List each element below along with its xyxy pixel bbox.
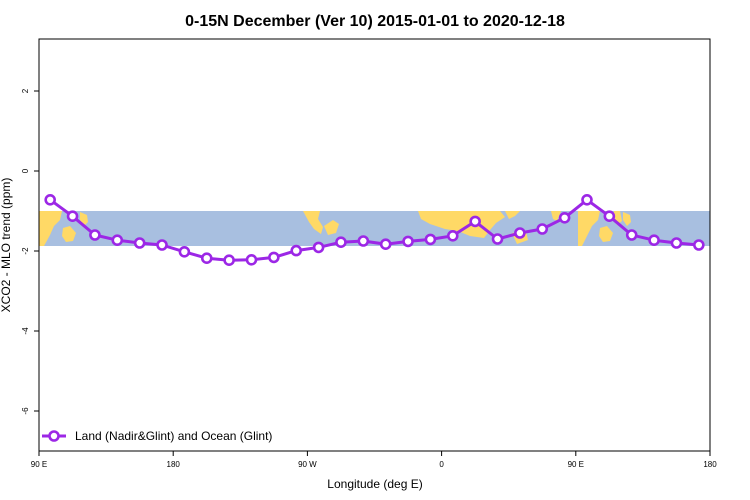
data-point xyxy=(111,234,124,246)
map-background xyxy=(39,211,710,246)
data-point xyxy=(536,223,549,235)
legend: Land (Nadir&Glint) and Ocean (Glint) xyxy=(42,429,272,443)
land-new-guinea-east xyxy=(623,212,631,226)
x-axis: 90 E 180 90 W 0 90 E 180 xyxy=(31,451,717,469)
data-point xyxy=(648,234,660,246)
land-central-america xyxy=(303,211,323,234)
legend-swatch-marker xyxy=(48,430,60,442)
data-point xyxy=(625,229,638,241)
data-point xyxy=(312,241,325,254)
data-point xyxy=(89,229,101,241)
data-point xyxy=(335,236,347,248)
series-layer xyxy=(44,194,705,267)
data-point xyxy=(581,194,593,206)
data-point xyxy=(558,212,571,224)
land-borneo-west xyxy=(62,226,76,242)
land-india xyxy=(551,211,561,221)
data-point xyxy=(446,230,459,242)
data-point xyxy=(491,233,504,245)
land-indochina-east xyxy=(578,211,600,246)
land-borneo-east xyxy=(599,226,613,242)
data-point xyxy=(357,235,370,247)
land-horn-of-africa xyxy=(505,211,520,219)
data-point xyxy=(66,210,79,222)
y-tick-label: -6 xyxy=(21,407,30,415)
land-africa xyxy=(418,211,505,238)
x-tick-label: 180 xyxy=(167,460,181,469)
y-tick-label: 2 xyxy=(21,88,30,93)
y-tick-label: -4 xyxy=(21,327,30,335)
data-point xyxy=(290,244,303,257)
x-axis-label: Longitude (deg E) xyxy=(327,477,422,491)
data-point xyxy=(424,233,437,246)
data-point xyxy=(402,235,414,248)
data-point xyxy=(268,251,280,264)
data-point xyxy=(200,252,213,265)
x-tick-label: 90 E xyxy=(568,460,584,469)
y-axis: 2 0 -2 -4 -6 xyxy=(21,88,39,415)
data-point xyxy=(223,254,235,267)
land-colombia xyxy=(324,220,339,235)
y-axis-label: XCO2 - MLO trend (ppm) xyxy=(0,178,13,313)
data-point xyxy=(133,237,146,249)
y-tick-label: 0 xyxy=(21,168,30,173)
data-point xyxy=(670,237,683,249)
data-point xyxy=(693,239,705,251)
land-indochina-west xyxy=(39,211,62,246)
x-tick-label: 90 E xyxy=(31,460,47,469)
legend-label: Land (Nadir&Glint) and Ocean (Glint) xyxy=(75,429,272,443)
data-point xyxy=(156,239,168,251)
plot-frame xyxy=(38,38,711,452)
data-point xyxy=(379,238,392,250)
data-point xyxy=(469,215,481,228)
x-tick-label: 180 xyxy=(703,460,717,469)
data-point xyxy=(44,194,56,206)
chart-title: 0-15N December (Ver 10) 2015-01-01 to 20… xyxy=(185,13,565,30)
x-tick-label: 90 W xyxy=(298,460,317,469)
x-tick-label: 0 xyxy=(439,460,444,469)
data-point xyxy=(245,253,258,266)
data-point xyxy=(603,210,616,222)
data-point xyxy=(178,246,191,258)
data-point xyxy=(514,227,526,239)
y-tick-label: -2 xyxy=(21,247,30,255)
